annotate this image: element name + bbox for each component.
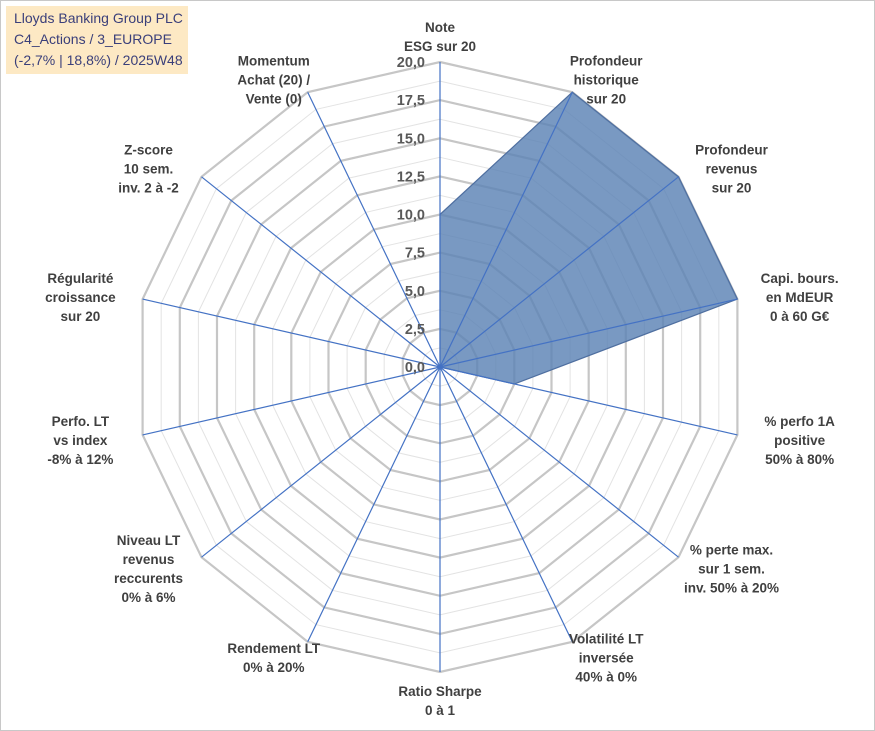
axis-label: % perte max. sur 1 sem. inv. 50% à 20% [684, 543, 779, 596]
axis-label-line: Régularité [47, 271, 114, 286]
axis-label-line: en MdEUR [766, 290, 834, 305]
radial-tick-label: 17,5 [397, 93, 425, 109]
axis-label: Profondeur historique sur 20 [570, 53, 643, 106]
axis-label: % perfo 1A positive 50% à 80% [764, 414, 835, 467]
axis-label-line: Volatilité LT [569, 632, 644, 647]
axis-label-line: Ratio Sharpe [398, 684, 482, 699]
axis-label-line: inv. 50% à 20% [684, 581, 779, 596]
axis-labels: Note ESG sur 20 Profondeur historique sur 20… [45, 20, 838, 718]
axis-label-line: Niveau LT [117, 533, 181, 548]
radial-tick-label: 2,5 [405, 322, 425, 338]
axis-label-line: croissance [45, 290, 116, 305]
axis-spoke [142, 298, 441, 368]
axis-label-line: Rendement LT [227, 641, 321, 656]
axis-label-line: 50% à 80% [765, 452, 834, 467]
axis-label-line: sur 1 sem. [698, 562, 765, 577]
axis-label-line: ESG sur 20 [404, 39, 476, 54]
title-line-1: Lloyds Banking Group PLC [14, 10, 183, 26]
axis-label-line: 10 sem. [124, 161, 174, 176]
axis-label: Z-score 10 sem. inv. 2 à -2 [118, 142, 179, 195]
axis-label-line: revenus [123, 552, 175, 567]
axis-label-line: Momentum [238, 53, 310, 68]
axis-spokes [142, 62, 738, 672]
axis-label-line: reccurents [114, 571, 183, 586]
axis-spoke [201, 366, 441, 558]
axis-label-line: -8% à 12% [47, 452, 113, 467]
radial-tick-label: 5,0 [405, 284, 425, 300]
axis-label-line: sur 20 [61, 309, 101, 324]
axis-label-line: Z-score [124, 142, 173, 157]
radial-tick-label: 15,0 [397, 131, 425, 147]
axis-label-line: historique [574, 72, 640, 87]
axis-spoke [307, 91, 441, 368]
axis-label-line: Achat (20) / [237, 72, 310, 87]
radial-tick-label: 20,0 [397, 55, 425, 71]
axis-label: Capi. bours. en MdEUR 0 à 60 G€ [761, 271, 839, 324]
axis-label-line: % perte max. [690, 543, 773, 558]
radial-tick-label: 12,5 [397, 169, 425, 185]
axis-label-line: Capi. bours. [761, 271, 839, 286]
axis-label-line: Profondeur [695, 142, 768, 157]
axis-label: Profondeur revenus sur 20 [695, 142, 768, 195]
axis-spoke [142, 366, 441, 436]
series-area [439, 91, 739, 385]
axis-label-line: 0% à 20% [243, 660, 305, 675]
axis-label: Volatilité LT inversée 40% à 0% [569, 632, 644, 685]
axis-spoke [439, 91, 573, 368]
axis-spoke [201, 176, 441, 368]
axis-label: Rendement LT 0% à 20% [227, 641, 321, 675]
axis-label-line: inversée [579, 651, 634, 666]
axis-label-line: 0% à 6% [121, 590, 175, 605]
axis-label: Niveau LT revenus reccurents 0% à 6% [114, 533, 183, 605]
axis-spoke [439, 298, 738, 368]
axis-label-line: inv. 2 à -2 [118, 180, 179, 195]
axis-label: Momentum Achat (20) / Vente (0) [237, 53, 310, 106]
radial-tick-label: 10,0 [397, 208, 425, 224]
axis-spoke [307, 366, 441, 643]
axis-label-line: Profondeur [570, 53, 643, 68]
axis-label: Ratio Sharpe 0 à 1 [398, 684, 482, 718]
axis-label-line: Note [425, 20, 455, 35]
axis-label-line: Perfo. LT [52, 414, 110, 429]
axis-label-line: 0 à 1 [425, 703, 456, 718]
axis-label-line: vs index [53, 433, 108, 448]
radial-tick-labels: 0,0 2,5 5,0 7,5 10,0 12,5 15,0 17,5 20,0 [397, 55, 425, 376]
radial-tick-label: 0,0 [405, 360, 425, 376]
radial-tick-label: 7,5 [405, 246, 425, 262]
axis-label-line: positive [774, 433, 826, 448]
axis-label-line: 0 à 60 G€ [770, 309, 830, 324]
axis-label-line: Vente (0) [246, 91, 302, 106]
chart-title-box: Lloyds Banking Group PLC C4_Actions / 3_… [6, 6, 188, 74]
axis-spoke [439, 366, 738, 436]
title-line-2: C4_Actions / 3_EUROPE [14, 31, 172, 47]
axis-label-line: 40% à 0% [575, 670, 637, 685]
axis-label-line: sur 20 [712, 180, 752, 195]
axis-label-line: revenus [706, 161, 758, 176]
axis-label-line: % perfo 1A [764, 414, 835, 429]
axis-label: Perfo. LT vs index -8% à 12% [47, 414, 113, 467]
title-line-3: (-2,7% | 18,8%) / 2025W48 [14, 52, 183, 68]
axis-label-line: sur 20 [586, 91, 626, 106]
axis-spoke [439, 366, 573, 643]
axis-spoke [439, 176, 679, 368]
axis-label: Régularité croissance sur 20 [45, 271, 116, 324]
axis-spoke [439, 366, 679, 558]
axis-label: Note ESG sur 20 [404, 20, 476, 54]
